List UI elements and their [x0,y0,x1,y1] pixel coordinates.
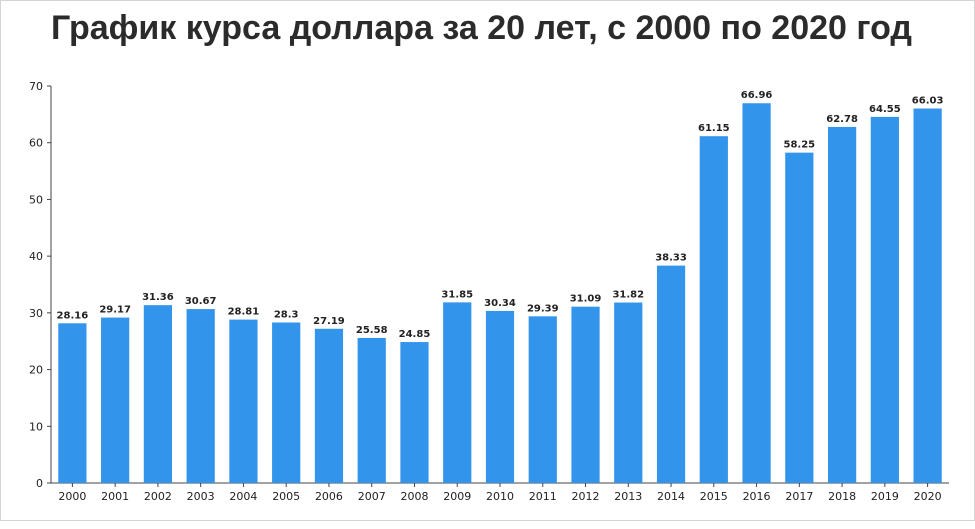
x-tick-label: 2005 [272,490,300,503]
data-label: 58.25 [784,140,816,151]
x-tick-label: 2000 [58,490,86,503]
data-label: 30.34 [484,298,516,309]
y-tick-label: 40 [29,250,43,263]
data-label: 28.81 [228,307,260,318]
y-tick-label: 10 [29,420,43,433]
bar [827,126,857,483]
bar [272,322,301,483]
bar [528,316,557,483]
x-tick-label: 2013 [614,490,642,503]
data-label: 29.17 [99,305,131,316]
data-label: 31.85 [441,289,473,300]
y-tick-label: 20 [29,364,43,377]
y-tick-label: 60 [29,137,43,150]
data-label: 31.82 [612,290,644,301]
x-tick-label: 2007 [358,490,386,503]
data-label: 66.03 [912,96,944,107]
bar [229,319,258,483]
x-tick-label: 2011 [529,490,557,503]
bar [143,305,173,483]
x-tick-label: 2009 [443,490,471,503]
x-tick-label: 2016 [743,490,771,503]
bar [699,136,728,483]
x-tick-label: 2006 [315,490,343,503]
data-label: 61.15 [698,123,730,134]
data-label: 38.33 [655,253,687,264]
bar-chart: 0 10 20 30 40 50 60 70 28.16 2000 29.17 2001 31.36 20… [29,80,949,503]
bar [742,103,771,483]
bar [870,116,899,483]
data-label: 24.85 [399,329,431,340]
x-tick-label: 2001 [101,490,129,503]
bar [400,342,429,483]
bar [357,337,386,483]
data-label: 31.09 [570,294,602,305]
y-tick-label: 70 [29,80,43,93]
data-label: 25.58 [356,325,388,336]
x-tick-label: 2002 [144,490,172,503]
x-tick-label: 2019 [871,490,899,503]
bar [913,108,942,484]
bar [785,152,814,483]
x-tick-label: 2015 [700,490,728,503]
bar [571,306,600,483]
bar [101,317,130,483]
x-tick-label: 2014 [657,490,685,503]
x-tick-label: 2010 [486,490,514,503]
x-tick-label: 2003 [187,490,215,503]
chart-title: График курса доллара за 20 лет, с 2000 п… [51,9,912,47]
bar [314,328,344,483]
bar [443,302,472,483]
x-tick-label: 2017 [785,490,813,503]
data-label: 66.96 [741,90,773,101]
bar [614,302,643,483]
bar [186,309,215,483]
x-tick-label: 2020 [914,490,942,503]
y-tick-label: 30 [29,307,43,320]
data-label: 28.16 [57,310,89,321]
bar [656,265,686,483]
bar [58,323,87,483]
x-tick-label: 2012 [572,490,600,503]
data-label: 30.67 [185,296,217,307]
y-tick-label: 50 [29,193,43,206]
data-label: 29.39 [527,303,559,314]
x-tick-label: 2004 [229,490,257,503]
data-label: 62.78 [826,114,858,125]
x-tick-label: 2008 [400,490,428,503]
y-tick-label: 0 [36,477,43,490]
data-label: 64.55 [869,104,901,115]
data-label: 27.19 [313,316,345,327]
data-label: 31.36 [142,292,174,303]
data-label: 28.3 [274,309,299,320]
x-tick-label: 2018 [828,490,856,503]
bar [485,310,515,483]
